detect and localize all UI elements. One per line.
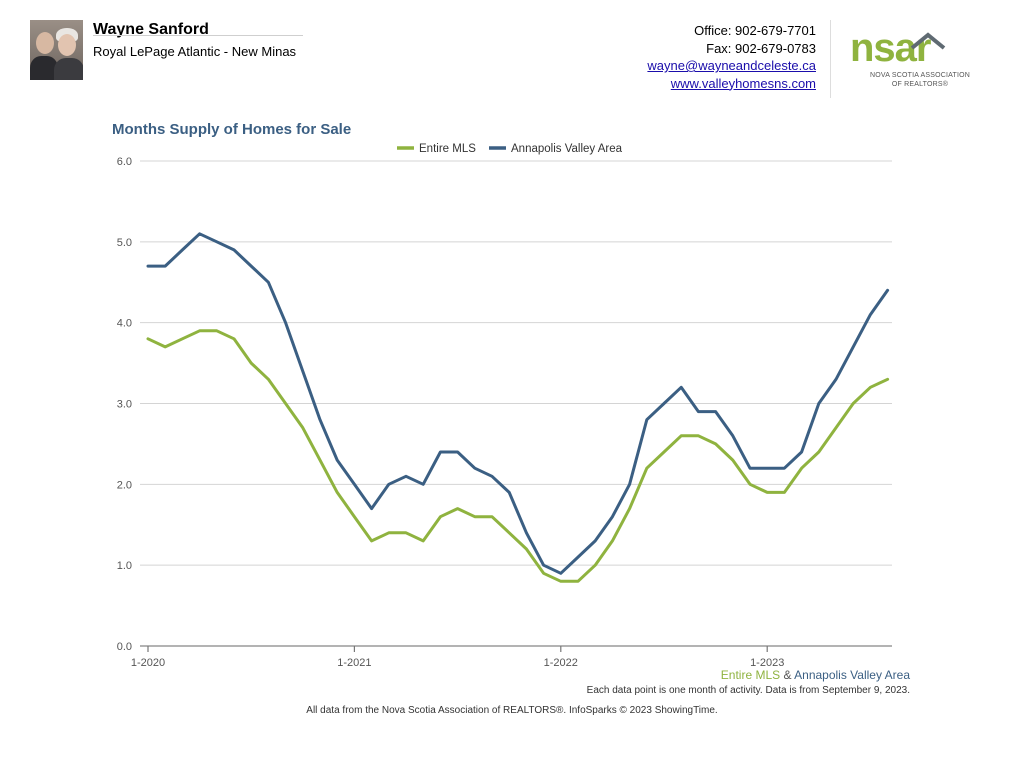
contact-block: Office: 902-679-7701 Fax: 902-679-0783 w…	[647, 22, 816, 92]
x-tick-label: 1-2022	[544, 657, 578, 669]
x-axis: 1-2020 1-2021 1-2022 1-2023	[131, 646, 784, 669]
series-lines	[146, 232, 890, 583]
agent-company: Royal LePage Atlantic - New Minas	[93, 44, 297, 59]
agent-name: Wayne Sanford	[93, 21, 209, 38]
chart-title: Months Supply of Homes for Sale	[112, 121, 351, 138]
data-note: Each data point is one month of activity…	[586, 685, 910, 696]
y-axis: 0.0 1.0 2.0 3.0 4.0 5.0 6.0	[117, 156, 132, 653]
nsar-logo: nsar NOVA SCOTIA ASSOCIATION OF REALTORS…	[850, 26, 990, 94]
fax-number: Fax: 902-679-0783	[706, 40, 816, 56]
x-tick-label: 1-2023	[750, 657, 784, 669]
logo-subtitle: NOVA SCOTIA ASSOCIATION OF REALTORS®	[869, 72, 971, 88]
office-phone: Office: 902-679-7701	[694, 23, 816, 38]
legend-label-annapolis: Annapolis Valley Area	[511, 143, 623, 155]
series-line-entire-mls	[146, 329, 890, 583]
chart-legend: Entire MLS Annapolis Valley Area	[397, 143, 623, 155]
legend-label-entire-mls: Entire MLS	[419, 143, 476, 155]
header-divider	[830, 20, 831, 98]
y-tick-label: 2.0	[117, 479, 132, 491]
y-tick-label: 0.0	[117, 641, 132, 653]
agent-divider	[93, 35, 303, 36]
website-link[interactable]: www.valleyhomesns.com	[670, 75, 816, 91]
logo-house-icon	[910, 32, 946, 50]
footer-series-entire-mls: Entire MLS	[720, 668, 781, 682]
y-tick-label: 3.0	[117, 399, 132, 411]
email-link[interactable]: wayne@wayneandceleste.ca	[647, 58, 816, 73]
y-tick-label: 4.0	[117, 318, 132, 330]
y-tick-label: 1.0	[117, 560, 132, 572]
logo-wordmark: nsar	[850, 26, 931, 70]
x-tick-label: 1-2021	[337, 657, 371, 669]
agent-photo	[30, 20, 83, 80]
y-tick-label: 6.0	[117, 156, 132, 168]
footer-series-caption: Entire MLS & Annapolis Valley Area	[721, 667, 910, 683]
data-source: All data from the Nova Scotia Associatio…	[306, 705, 718, 716]
y-tick-label: 5.0	[117, 237, 132, 249]
y-gridlines	[140, 160, 892, 647]
x-tick-label: 1-2020	[131, 657, 165, 669]
footer-ampersand: &	[780, 668, 795, 682]
footer-series-annapolis: Annapolis Valley Area	[794, 668, 910, 682]
series-line-annapolis	[146, 232, 890, 575]
